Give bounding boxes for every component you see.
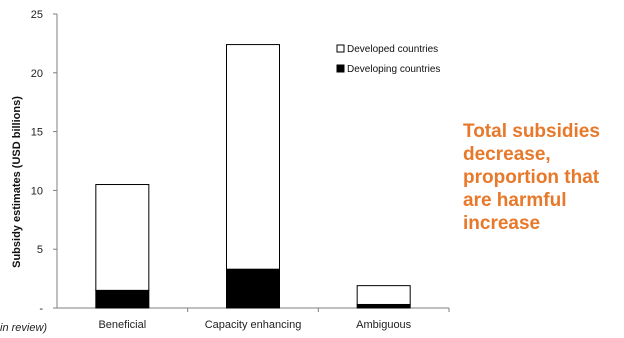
y-tick-label: 10 [31,185,43,197]
y-tick-label: 20 [31,68,43,80]
y-tick-label: - [39,303,43,315]
legend-entry: Developing countries [347,64,440,75]
y-axis-ticks: - 5 10 15 20 25 [31,9,57,315]
y-axis-label: Subsidy estimates (USD billions) [11,96,23,268]
footnote-text: in review) [0,322,48,334]
legend-entry: Developed countries [347,44,438,55]
x-tick-label: Ambiguous [356,319,412,331]
legend-swatch [336,44,345,53]
bar-developing-countries [95,289,150,309]
bar-developing-countries [226,268,280,309]
legend-swatch [336,64,345,73]
y-tick-label: 25 [31,9,43,21]
x-tick-label: Capacity enhancing [205,319,302,331]
y-tick-label: 5 [37,244,43,256]
callout-text: Total subsidies decrease, proportion tha… [463,121,600,234]
x-tick-label: Beneficial [98,319,146,331]
bar-developed-countries [356,285,411,305]
chart-bars [95,44,411,309]
bar-developed-countries [226,44,280,270]
bar-developing-countries [356,303,411,309]
y-tick-label: 15 [31,127,43,139]
bar-developed-countries [95,184,150,291]
chart-legend: Developed countries Developing countries [336,44,440,75]
x-axis-ticks: Beneficial Capacity enhancing Ambiguous [98,308,450,331]
